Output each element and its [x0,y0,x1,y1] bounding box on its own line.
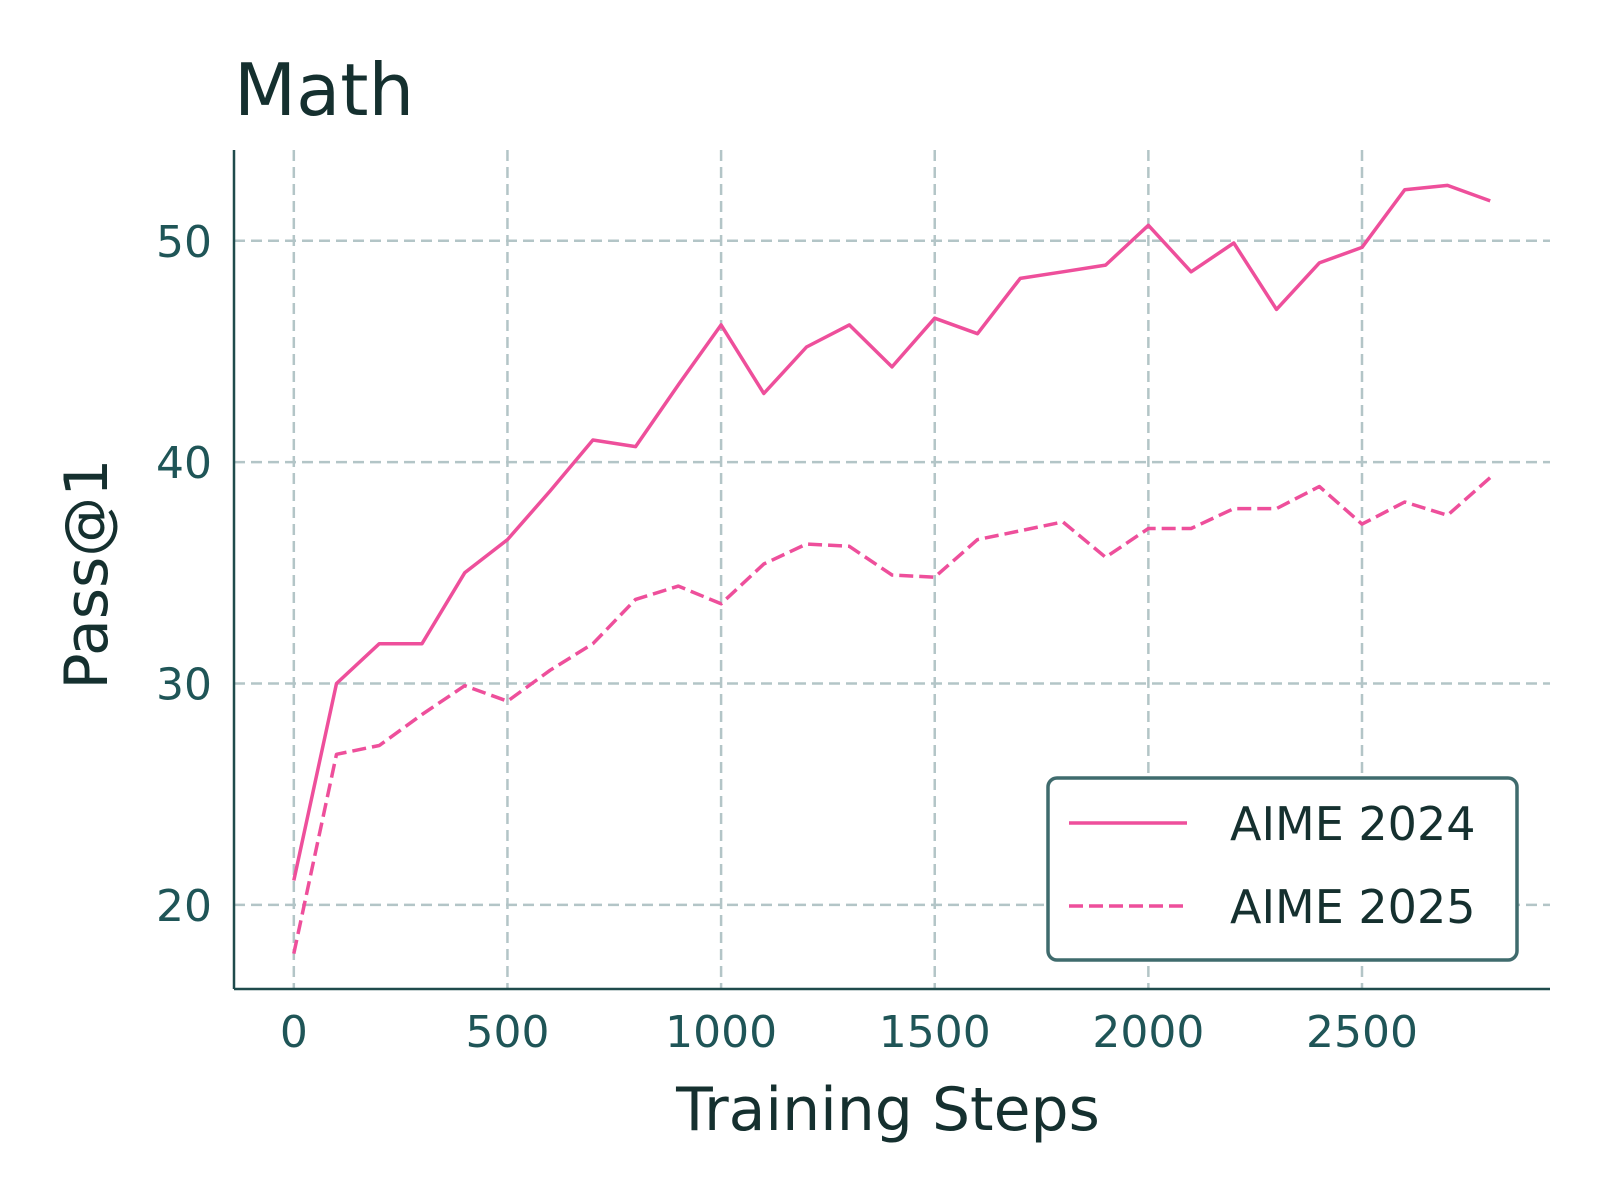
series-line-aime-2025 [292,476,1492,954]
series-line-aime-2024 [292,183,1491,881]
legend-label-aime-2024: AIME 2024 [1230,797,1475,851]
y-tick-label: 50 [156,217,212,268]
y-axis-title: Pass@1 [52,459,122,690]
axes [232,150,1550,991]
x-tick-label: 2500 [1306,1007,1418,1058]
x-tick-label: 0 [280,1007,308,1058]
x-tick-label: 1500 [879,1007,991,1058]
y-tick-label: 40 [156,438,212,489]
y-tick-label: 20 [156,881,212,932]
x-tick-label: 2000 [1092,1007,1204,1058]
tick-labels: 0 500 1000 1500 2000 2500 20 30 40 50 [156,217,1418,1058]
series-lines [292,183,1492,954]
legend-label-aime-2025: AIME 2025 [1230,880,1475,934]
chart-title: Math [234,48,414,132]
y-tick-label: 30 [156,660,212,711]
legend: AIME 2024 AIME 2025 [1046,776,1519,962]
x-axis-title: Training Steps [675,1075,1100,1145]
x-tick-label: 1000 [665,1007,777,1058]
x-tick-label: 500 [465,1007,549,1058]
